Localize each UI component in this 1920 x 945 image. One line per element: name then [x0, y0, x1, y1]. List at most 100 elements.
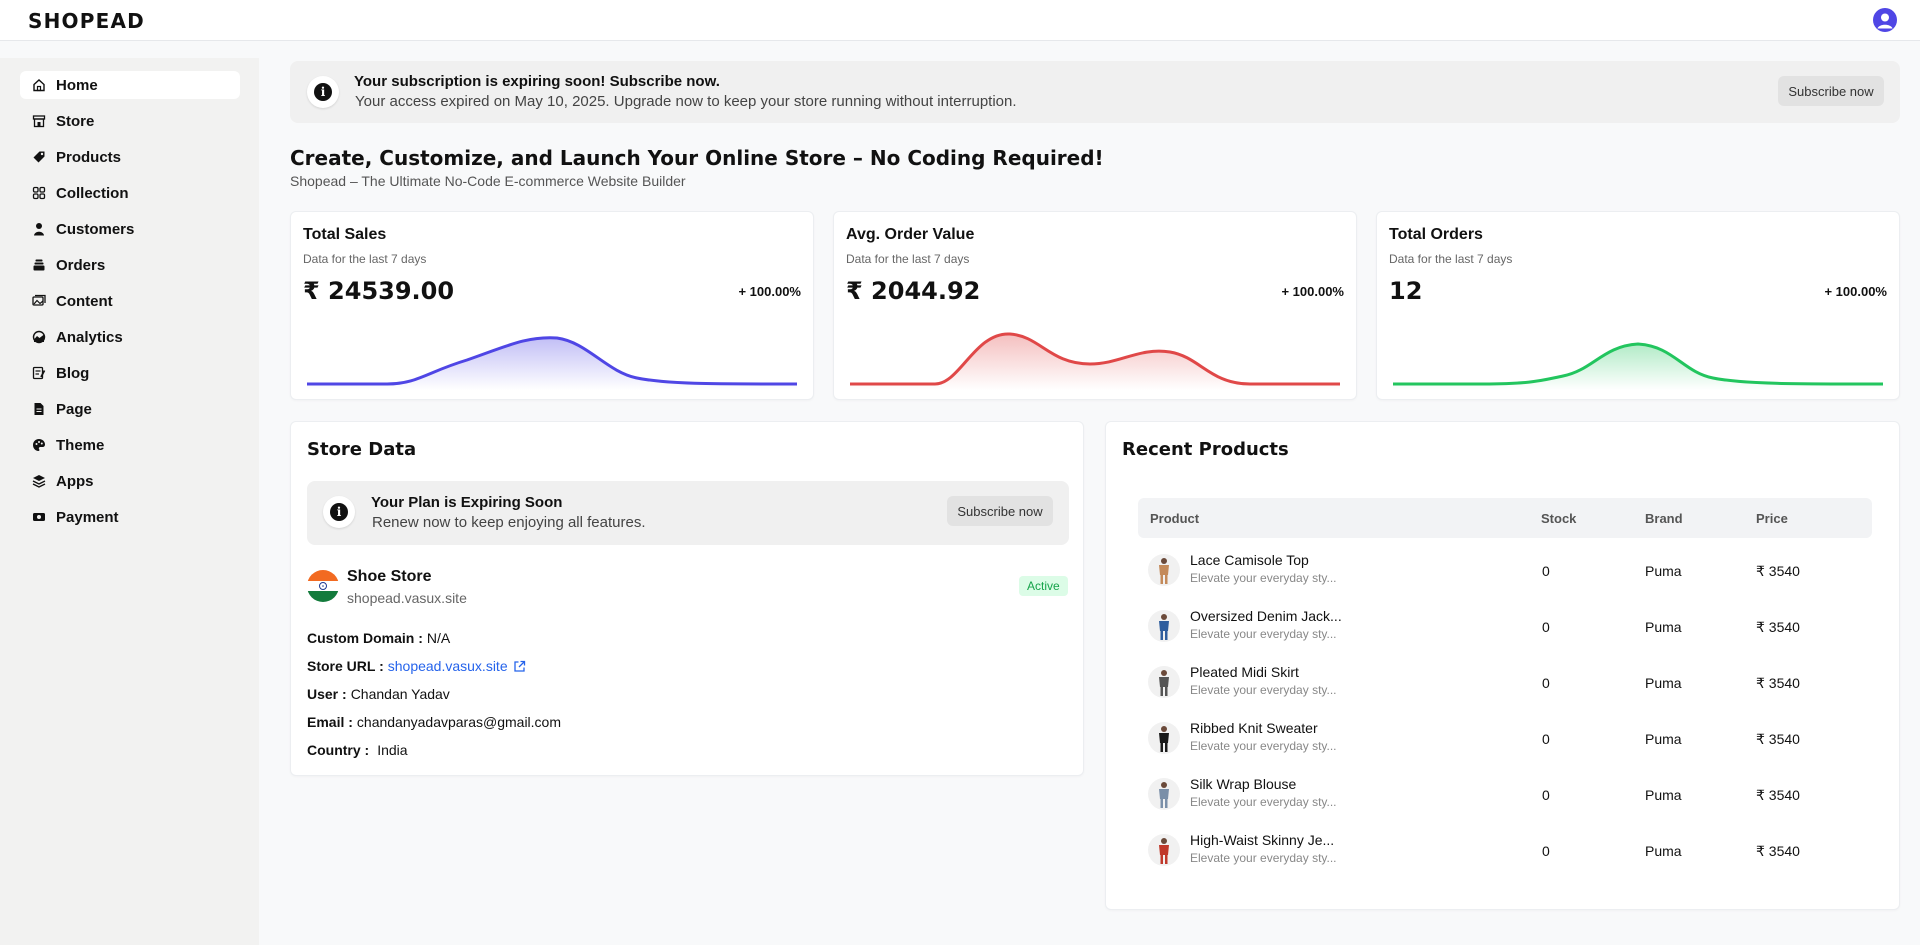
- stat-title: Total Orders: [1389, 226, 1483, 243]
- field-key: Store URL :: [307, 658, 384, 674]
- home-icon: [32, 78, 46, 92]
- sidebar-item-label: Customers: [56, 220, 135, 238]
- sparkline-chart: [850, 332, 1340, 390]
- product-brand: Puma: [1645, 843, 1682, 859]
- product-name[interactable]: Ribbed Knit Sweater: [1190, 720, 1318, 736]
- product-stock: 0: [1542, 787, 1550, 803]
- plan-title: Your Plan is Expiring Soon: [371, 494, 563, 511]
- table-row[interactable]: Lace Camisole Top Elevate your everyday s…: [1138, 542, 1872, 598]
- sidebar-item-products[interactable]: Products: [20, 143, 240, 171]
- user-circle-icon[interactable]: [1873, 8, 1897, 32]
- table-row[interactable]: Oversized Denim Jack... Elevate your ever…: [1138, 598, 1872, 654]
- product-thumbnail: [1148, 554, 1180, 586]
- product-stock: 0: [1542, 563, 1550, 579]
- stat-change: + 100.00%: [738, 284, 801, 299]
- table-row[interactable]: Silk Wrap Blouse Elevate your everyday st…: [1138, 766, 1872, 822]
- sidebar-item-payment[interactable]: Payment: [20, 503, 240, 531]
- tag-icon: [32, 150, 46, 164]
- product-description: Elevate your everyday sty...: [1190, 795, 1337, 809]
- plan-subscribe-button[interactable]: Subscribe now: [947, 496, 1053, 526]
- store-icon: [32, 114, 46, 128]
- stat-title: Total Sales: [303, 226, 387, 243]
- product-thumbnail: [1148, 834, 1180, 866]
- product-name[interactable]: Silk Wrap Blouse: [1190, 776, 1297, 792]
- india-flag-icon: [307, 570, 339, 602]
- sidebar-item-apps[interactable]: Apps: [20, 467, 240, 495]
- sidebar-item-label: Content: [56, 292, 113, 310]
- sidebar-item-label: Products: [56, 148, 122, 166]
- sidebar: Home Store Products Collection Customers…: [0, 58, 259, 945]
- layers-icon: [32, 474, 46, 488]
- recent-products-card: Recent Products Product Stock Brand Pric…: [1105, 421, 1900, 910]
- sparkline-series: [307, 336, 797, 386]
- section-title: Recent Products: [1122, 439, 1289, 460]
- product-thumbnail: [1148, 778, 1180, 810]
- images-icon: [32, 294, 46, 308]
- page-title: Create, Customize, and Launch Your Onlin…: [290, 146, 1104, 170]
- stat-subtitle: Data for the last 7 days: [846, 252, 970, 266]
- product-price: ₹ 3540: [1756, 843, 1800, 859]
- stat-subtitle: Data for the last 7 days: [303, 252, 427, 266]
- sidebar-item-label: Home: [56, 76, 98, 94]
- sidebar-item-blog[interactable]: Blog: [20, 359, 240, 387]
- sidebar-item-store[interactable]: Store: [20, 107, 240, 135]
- palette-icon: [32, 438, 46, 452]
- product-description: Elevate your everyday sty...: [1190, 739, 1337, 753]
- field-email: Email : chandanyadavparas@gmail.com: [307, 714, 561, 730]
- store-domain: shopead.vasux.site: [347, 590, 467, 606]
- grid-icon: [32, 186, 46, 200]
- sidebar-item-label: Analytics: [56, 328, 123, 346]
- table-row[interactable]: Ribbed Knit Sweater Elevate your everyday…: [1138, 710, 1872, 766]
- column-header-brand: Brand: [1645, 511, 1683, 526]
- sidebar-item-label: Page: [56, 400, 92, 418]
- product-thumbnail: [1148, 722, 1180, 754]
- sidebar-item-content[interactable]: Content: [20, 287, 240, 315]
- store-url-link[interactable]: shopead.vasux.site: [387, 658, 508, 674]
- subscribe-now-button[interactable]: Subscribe now: [1778, 76, 1884, 106]
- stat-value: ₹ 2044.92: [846, 277, 981, 305]
- sparkline-chart: [307, 336, 797, 390]
- product-brand: Puma: [1645, 675, 1682, 691]
- product-name[interactable]: High-Waist Skinny Je...: [1190, 832, 1335, 848]
- sidebar-item-theme[interactable]: Theme: [20, 431, 240, 459]
- table-row[interactable]: High-Waist Skinny Je... Elevate your ever…: [1138, 822, 1872, 878]
- sidebar-item-customers[interactable]: Customers: [20, 215, 240, 243]
- table-row[interactable]: Pleated Midi Skirt Elevate your everyday …: [1138, 654, 1872, 710]
- sparkline-series: [850, 332, 1340, 386]
- document-icon: [32, 402, 46, 416]
- info-icon: i: [323, 496, 355, 528]
- gauge-icon: [32, 330, 46, 344]
- product-description: Elevate your everyday sty...: [1190, 571, 1337, 585]
- product-name[interactable]: Oversized Denim Jack...: [1190, 608, 1342, 624]
- stat-change: + 100.00%: [1281, 284, 1344, 299]
- external-link-icon[interactable]: [513, 660, 526, 673]
- product-price: ₹ 3540: [1756, 731, 1800, 747]
- field-country: Country : India: [307, 742, 408, 758]
- product-brand: Puma: [1645, 563, 1682, 579]
- brand-logo[interactable]: SHOPEAD: [28, 9, 145, 33]
- product-name[interactable]: Lace Camisole Top: [1190, 552, 1309, 568]
- subscription-alert: i Your subscription is expiring soon! Su…: [290, 61, 1900, 123]
- field-user: User : Chandan Yadav: [307, 686, 450, 702]
- sidebar-item-orders[interactable]: Orders: [20, 251, 240, 279]
- stat-title: Avg. Order Value: [846, 226, 975, 243]
- product-stock: 0: [1542, 619, 1550, 635]
- field-key: Country :: [307, 742, 370, 758]
- sparkline-chart: [1393, 342, 1883, 390]
- sidebar-item-label: Apps: [56, 472, 94, 490]
- product-description: Elevate your everyday sty...: [1190, 627, 1337, 641]
- sidebar-item-home[interactable]: Home: [20, 71, 240, 99]
- product-thumbnail: [1148, 666, 1180, 698]
- product-thumbnail: [1148, 610, 1180, 642]
- product-description: Elevate your everyday sty...: [1190, 851, 1337, 865]
- page-subtitle: Shopead – The Ultimate No-Code E-commerc…: [290, 173, 686, 189]
- blog-icon: [32, 366, 46, 380]
- sidebar-item-collection[interactable]: Collection: [20, 179, 240, 207]
- product-brand: Puma: [1645, 619, 1682, 635]
- field-key: User :: [307, 686, 347, 702]
- sidebar-item-page[interactable]: Page: [20, 395, 240, 423]
- sidebar-item-analytics[interactable]: Analytics: [20, 323, 240, 351]
- column-header-product: Product: [1150, 511, 1200, 526]
- product-name[interactable]: Pleated Midi Skirt: [1190, 664, 1299, 680]
- store-name: Shoe Store: [347, 568, 432, 585]
